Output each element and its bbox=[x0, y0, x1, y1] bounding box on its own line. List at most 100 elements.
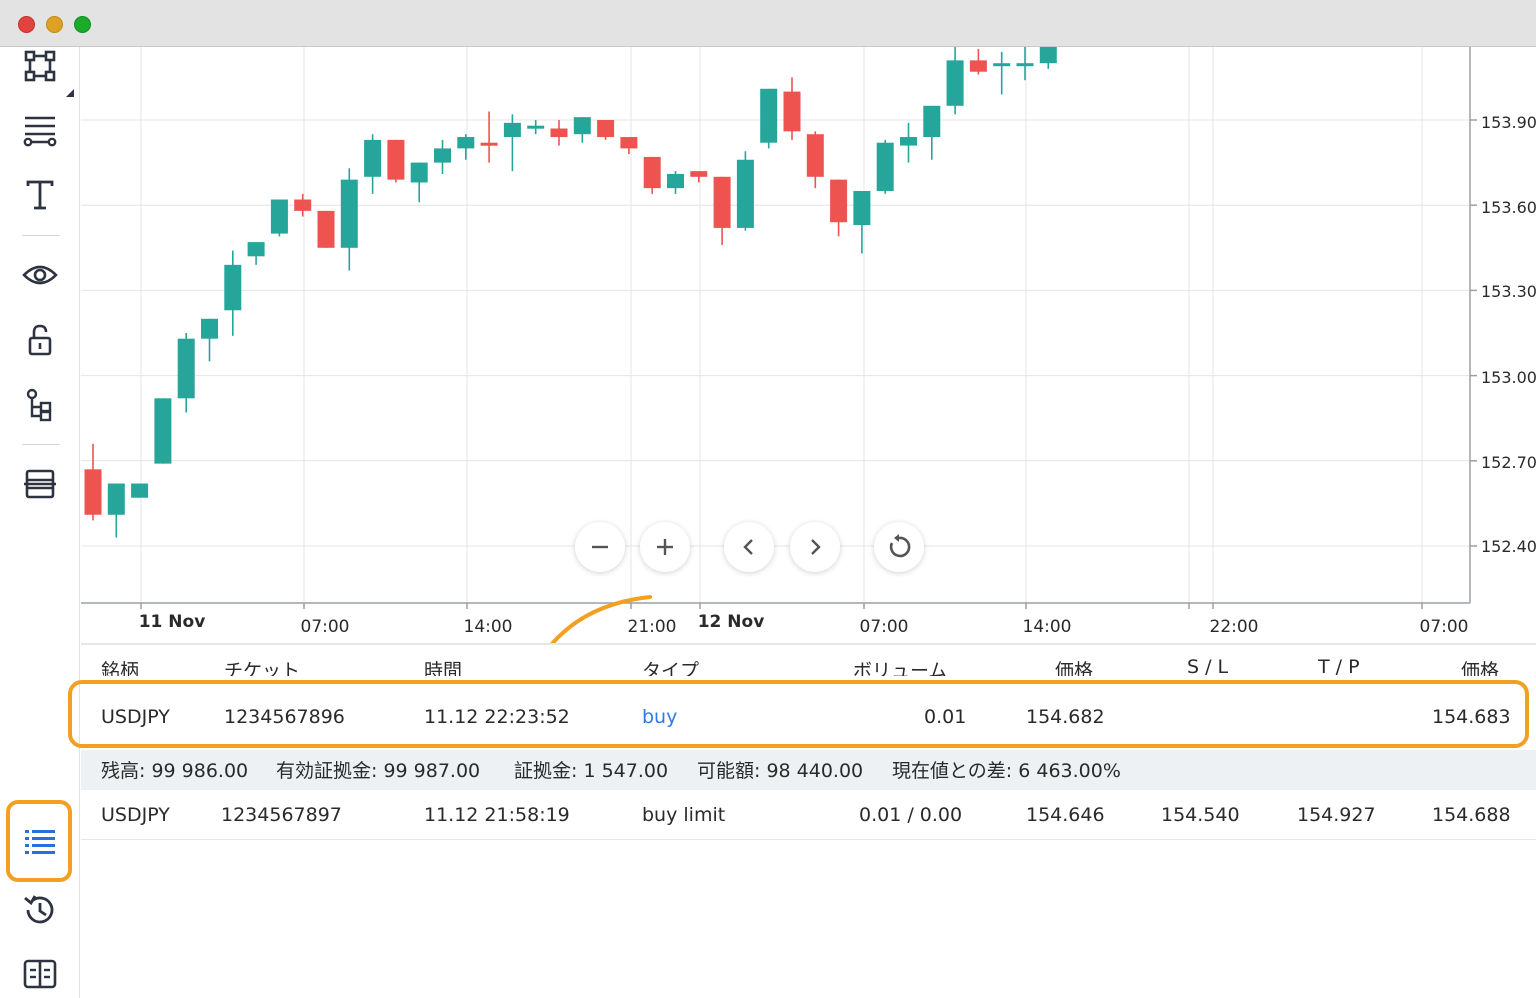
history-button[interactable] bbox=[20, 890, 60, 930]
candle bbox=[783, 77, 801, 140]
layers-button[interactable] bbox=[20, 464, 60, 504]
candle bbox=[270, 199, 288, 237]
candle-body bbox=[527, 125, 545, 129]
candle bbox=[713, 176, 731, 245]
shape-icon bbox=[24, 50, 56, 82]
candle-body bbox=[457, 137, 475, 149]
order-sl: 154.540 bbox=[1161, 804, 1240, 826]
candle bbox=[457, 134, 475, 160]
candle-body bbox=[900, 137, 917, 146]
y-axis-ticks bbox=[1470, 119, 1477, 547]
candle bbox=[340, 168, 358, 271]
candle bbox=[480, 111, 498, 163]
layers-icon bbox=[24, 469, 56, 499]
order-price: 154.646 bbox=[1026, 804, 1105, 826]
balance-text: 残高: 99 986.00 bbox=[101, 760, 249, 782]
candle-body bbox=[946, 60, 964, 106]
free-margin-text: 可能額: 98 440.00 bbox=[697, 760, 864, 782]
zoom-out-button[interactable] bbox=[575, 522, 625, 572]
object-tree-icon bbox=[26, 388, 52, 422]
candle bbox=[643, 156, 661, 194]
candles bbox=[84, 47, 1057, 538]
candle bbox=[946, 47, 964, 115]
candle bbox=[317, 210, 335, 248]
close-window-button[interactable] bbox=[18, 16, 35, 33]
candle-body bbox=[247, 242, 265, 257]
column-header-volume[interactable]: ボリューム bbox=[853, 660, 948, 676]
candle bbox=[387, 139, 405, 183]
candle-body bbox=[736, 159, 754, 228]
positions-list-button[interactable] bbox=[20, 822, 60, 862]
text-icon bbox=[26, 180, 54, 210]
candle bbox=[84, 443, 102, 521]
candle-body bbox=[993, 63, 1011, 67]
candle-body bbox=[643, 156, 661, 189]
equity-text: 有効証拠金: 99 987.00 bbox=[276, 760, 481, 782]
candle-body bbox=[177, 338, 195, 399]
position-type-link[interactable]: buy bbox=[642, 706, 678, 728]
eye-icon bbox=[22, 265, 58, 285]
position-volume: 0.01 bbox=[924, 706, 967, 728]
column-header-tp[interactable]: T / P bbox=[1318, 656, 1360, 676]
visibility-button[interactable] bbox=[20, 255, 60, 295]
lines-tool-button[interactable] bbox=[20, 110, 60, 150]
y-tick-label: 153.60 bbox=[1481, 198, 1536, 217]
column-header-price[interactable]: 価格 bbox=[1055, 660, 1094, 676]
candle-body bbox=[760, 88, 778, 143]
column-header-time[interactable]: 時間 bbox=[424, 660, 463, 676]
submenu-corner-icon bbox=[66, 89, 74, 97]
scroll-left-button[interactable] bbox=[724, 522, 774, 572]
column-header-ticket[interactable]: チケット bbox=[224, 660, 301, 676]
candle-body bbox=[597, 120, 615, 138]
zoom-out-icon bbox=[592, 545, 608, 549]
lock-button[interactable] bbox=[20, 320, 60, 360]
candle-body bbox=[434, 148, 451, 163]
candle bbox=[1016, 47, 1034, 81]
candle bbox=[1039, 47, 1057, 69]
x-tick-label: 07:00 bbox=[859, 617, 909, 637]
candle bbox=[177, 333, 195, 413]
candle-body bbox=[270, 199, 288, 234]
shape-tool-button[interactable] bbox=[20, 46, 60, 86]
scroll-right-button[interactable] bbox=[790, 522, 840, 572]
candle bbox=[131, 483, 149, 498]
x-tick-label: 14:00 bbox=[463, 617, 513, 637]
candle-body bbox=[294, 199, 312, 211]
zoom-in-button[interactable] bbox=[640, 522, 690, 572]
object-tree-button[interactable] bbox=[20, 385, 60, 425]
column-header-sl[interactable]: S / L bbox=[1187, 656, 1229, 676]
x-tick-label: 14:00 bbox=[1022, 617, 1072, 637]
candle-body bbox=[969, 60, 987, 72]
candle-body bbox=[1016, 63, 1034, 67]
price-chart[interactable] bbox=[81, 47, 1536, 643]
candle-body bbox=[503, 122, 521, 138]
candle bbox=[434, 139, 451, 174]
candle bbox=[224, 250, 242, 336]
text-tool-button[interactable] bbox=[20, 175, 60, 215]
position-symbol: USDJPY bbox=[101, 706, 170, 728]
column-header-current-price[interactable]: 価格 bbox=[1461, 660, 1500, 676]
x-tick-label: 11 Nov bbox=[138, 612, 206, 632]
maximize-window-button[interactable] bbox=[74, 16, 91, 33]
candle bbox=[364, 134, 382, 194]
journal-button[interactable] bbox=[20, 954, 60, 994]
margin-level-text: 現在値との差: 6 463.00% bbox=[892, 760, 1121, 782]
candle-body bbox=[806, 134, 824, 177]
position-open-price: 154.682 bbox=[1026, 706, 1105, 728]
candle-body bbox=[1039, 47, 1057, 64]
column-header-type[interactable]: タイプ bbox=[642, 660, 700, 676]
candle-body bbox=[340, 179, 358, 248]
journal-icon bbox=[23, 959, 57, 989]
candle bbox=[154, 398, 172, 464]
order-tp: 154.927 bbox=[1297, 804, 1376, 826]
column-header-symbol[interactable]: 銘柄 bbox=[101, 660, 140, 676]
y-tick-label: 153.00 bbox=[1481, 368, 1536, 387]
minimize-window-button[interactable] bbox=[46, 16, 63, 33]
candle-body bbox=[480, 142, 498, 146]
candle-body bbox=[131, 483, 149, 498]
x-tick-label: 07:00 bbox=[300, 617, 350, 637]
reset-chart-button[interactable] bbox=[874, 522, 924, 572]
candle bbox=[107, 483, 125, 538]
positions-list-icon bbox=[25, 830, 55, 854]
candle bbox=[620, 137, 638, 155]
